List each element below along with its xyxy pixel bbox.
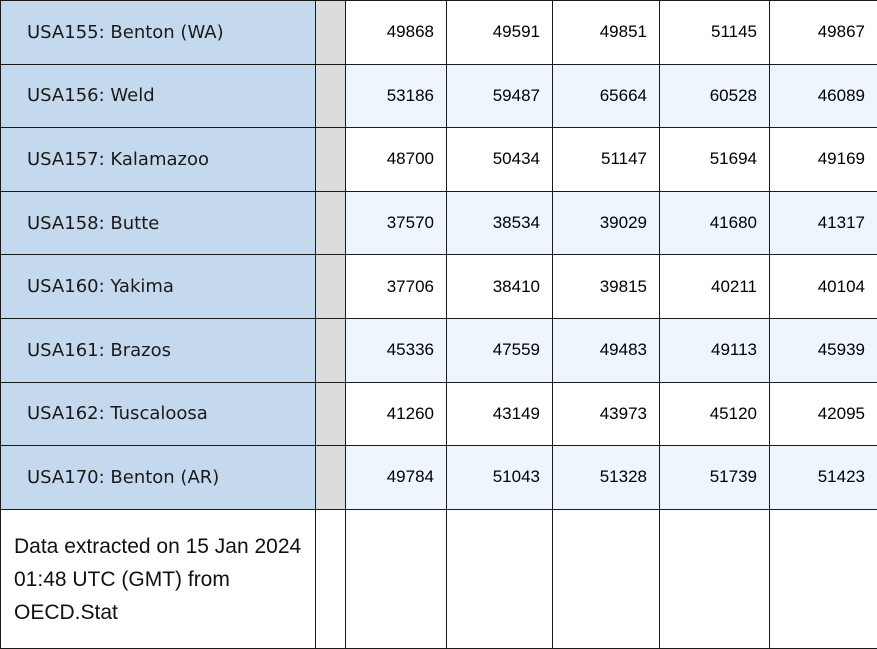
empty-cell [315,508,346,649]
row-region-label[interactable]: USA155: Benton (WA) [0,0,316,65]
value-cell: 38534 [446,190,553,256]
value-cell: 41680 [659,190,770,256]
value-cell: 40104 [769,254,877,319]
table-row: USA162: Tuscaloosa 41260 43149 43973 451… [0,381,877,447]
value-cell: 41317 [769,190,877,256]
row-region-label[interactable]: USA157: Kalamazoo [0,127,316,192]
row-region-label[interactable]: USA170: Benton (AR) [0,445,316,510]
value-cell: 46089 [769,63,877,129]
value-cell: 37570 [345,190,447,256]
value-cell: 48700 [345,127,447,192]
table-row: USA170: Benton (AR) 49784 51043 51328 51… [0,445,877,510]
value-cell: 51145 [659,0,770,65]
table-row: USA155: Benton (WA) 49868 49591 49851 51… [0,0,877,65]
value-cell: 49784 [345,445,447,510]
footnote-row: Data extracted on 15 Jan 2024 01:48 UTC … [0,508,877,649]
row-region-label[interactable]: USA162: Tuscaloosa [0,381,316,447]
value-cell: 49591 [446,0,553,65]
value-cell: 51043 [446,445,553,510]
value-cell: 47559 [446,317,553,383]
value-cell: 41260 [345,381,447,447]
table-row: USA158: Butte 37570 38534 39029 41680 41… [0,190,877,256]
empty-cell [345,508,447,649]
value-cell: 53186 [345,63,447,129]
row-region-label[interactable]: USA161: Brazos [0,317,316,383]
value-cell: 49867 [769,0,877,65]
value-cell: 65664 [552,63,660,129]
separator-cell [315,0,346,65]
separator-cell [315,317,346,383]
value-cell: 51694 [659,127,770,192]
value-cell: 51328 [552,445,660,510]
source-footnote: Data extracted on 15 Jan 2024 01:48 UTC … [0,508,316,649]
separator-cell [315,190,346,256]
value-cell: 59487 [446,63,553,129]
value-cell: 51739 [659,445,770,510]
value-cell: 50434 [446,127,553,192]
value-cell: 49851 [552,0,660,65]
table-row: USA160: Yakima 37706 38410 39815 40211 4… [0,254,877,319]
row-region-label[interactable]: USA158: Butte [0,190,316,256]
table-row: USA161: Brazos 45336 47559 49483 49113 4… [0,317,877,383]
value-cell: 45336 [345,317,447,383]
separator-cell [315,254,346,319]
value-cell: 43973 [552,381,660,447]
value-cell: 51147 [552,127,660,192]
value-cell: 39815 [552,254,660,319]
value-cell: 37706 [345,254,447,319]
value-cell: 45939 [769,317,877,383]
empty-cell [446,508,553,649]
value-cell: 43149 [446,381,553,447]
row-region-label[interactable]: USA160: Yakima [0,254,316,319]
value-cell: 38410 [446,254,553,319]
table-row: USA157: Kalamazoo 48700 50434 51147 5169… [0,127,877,192]
empty-cell [769,508,877,649]
separator-cell [315,445,346,510]
value-cell: 45120 [659,381,770,447]
value-cell: 42095 [769,381,877,447]
separator-cell [315,381,346,447]
value-cell: 49113 [659,317,770,383]
row-region-label[interactable]: USA156: Weld [0,63,316,129]
value-cell: 49483 [552,317,660,383]
empty-cell [552,508,660,649]
value-cell: 49868 [345,0,447,65]
value-cell: 51423 [769,445,877,510]
separator-cell [315,127,346,192]
value-cell: 40211 [659,254,770,319]
empty-cell [659,508,770,649]
value-cell: 60528 [659,63,770,129]
value-cell: 49169 [769,127,877,192]
separator-cell [315,63,346,129]
value-cell: 39029 [552,190,660,256]
table-row: USA156: Weld 53186 59487 65664 60528 460… [0,63,877,129]
